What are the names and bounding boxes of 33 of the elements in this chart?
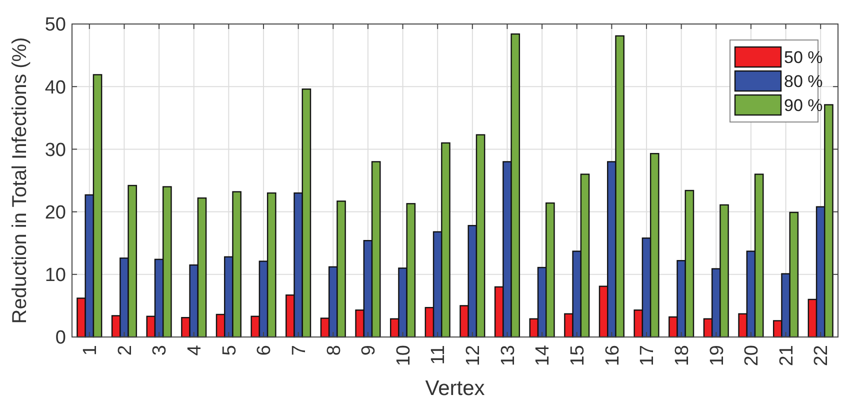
x-tick-label: 14 <box>532 344 554 366</box>
x-tick-label: 15 <box>568 345 589 366</box>
legend-label: 90 % <box>784 96 823 115</box>
x-tick-label: 8 <box>324 345 345 356</box>
y-tick-label: 10 <box>44 265 66 286</box>
x-tick-label: 1 <box>80 345 102 356</box>
y-tick-label: 20 <box>44 202 66 224</box>
x-tick-label: 6 <box>254 345 276 356</box>
x-tick-label: 19 <box>706 345 728 366</box>
x-tick-label: 2 <box>114 345 136 356</box>
x-tick-label: 5 <box>219 345 240 356</box>
x-tick-label: 21 <box>776 345 798 366</box>
x-tick-label: 20 <box>742 345 763 366</box>
y-tick-label: 50 <box>44 14 66 36</box>
y-tick-label: 30 <box>44 140 66 161</box>
x-tick-label: 16 <box>602 345 624 366</box>
y-tick-label: 40 <box>44 77 66 98</box>
y-axis-title: Reduction in Total Infections (%) <box>9 37 31 324</box>
x-tick-label: 12 <box>463 345 484 366</box>
legend-label: 80 % <box>784 72 823 91</box>
legend-label: 50 % <box>784 48 823 67</box>
x-axis-title: Vertex <box>425 377 486 400</box>
x-tick-label: 18 <box>672 345 693 366</box>
x-tick-label: 3 <box>150 345 171 356</box>
x-tick-label: 22 <box>811 345 832 366</box>
x-tick-label: 4 <box>184 344 206 356</box>
x-tick-label: 13 <box>498 345 519 366</box>
y-tick-label: 0 <box>55 328 66 349</box>
x-tick-label: 9 <box>358 345 380 356</box>
x-tick-label: 11 <box>428 345 450 365</box>
x-tick-label: 17 <box>637 345 658 366</box>
x-tick-label: 7 <box>288 345 310 356</box>
x-tick-label: 10 <box>393 345 414 366</box>
